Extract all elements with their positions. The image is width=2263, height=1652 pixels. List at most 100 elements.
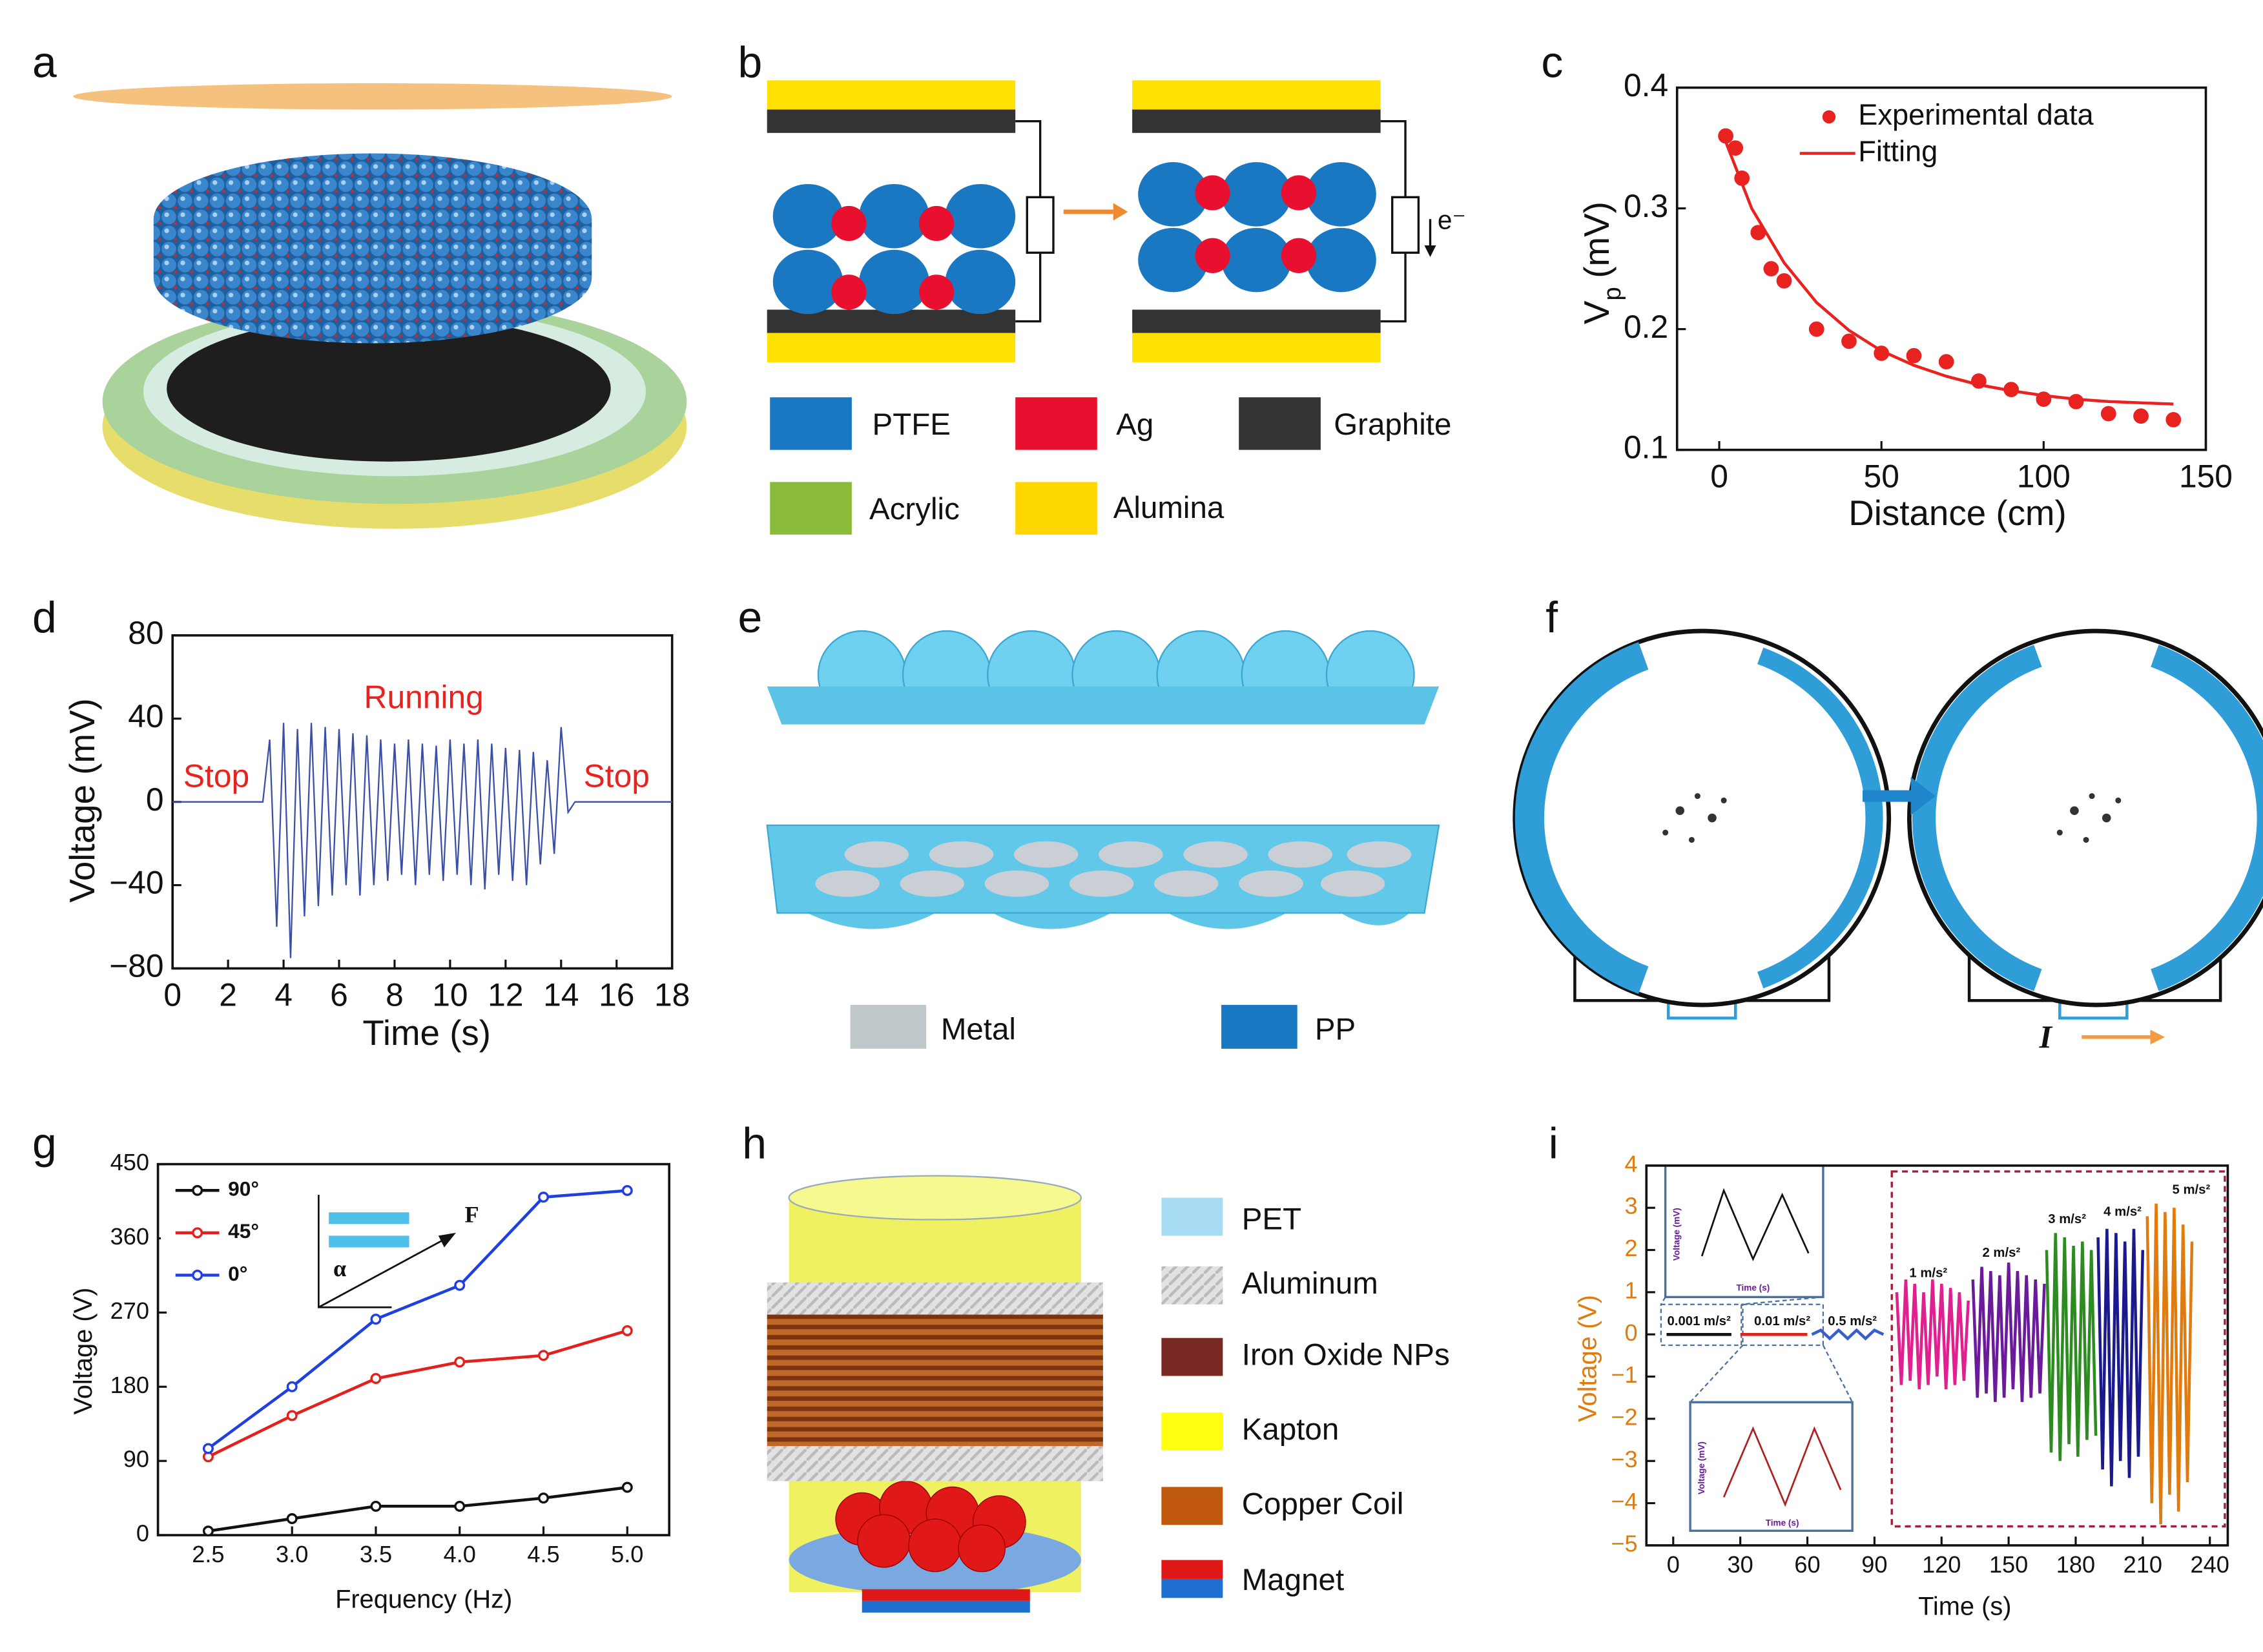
panel-letter: g	[32, 1119, 57, 1168]
data-line	[172, 723, 672, 958]
series-label: 0.001 m/s²	[1667, 1314, 1731, 1328]
data-point	[538, 1350, 549, 1361]
legend-label: Alumina	[1113, 491, 1224, 525]
axes-frame	[1645, 1164, 2229, 1547]
data-point	[454, 1356, 466, 1368]
y-tick-label: −80	[109, 948, 163, 984]
x-tick-label: 14	[543, 976, 579, 1013]
data-line	[1895, 1279, 1970, 1390]
legend-marker	[1822, 110, 1836, 124]
current-label: I	[2039, 1019, 2053, 1055]
y-axis-label-sub: p	[1598, 287, 1626, 300]
legend-label: Copper Coil	[1242, 1487, 1404, 1521]
x-tick-label: 12	[488, 976, 523, 1013]
data-line	[207, 1329, 628, 1458]
y-tick-label: 0	[146, 781, 164, 818]
y-tick-label: 0.4	[1624, 67, 1668, 103]
x-axis-label: Distance (cm)	[1848, 493, 2066, 533]
inset-xlabel: Time (s)	[1766, 1518, 1799, 1528]
y-axis-label: Vp (mV)	[1576, 201, 1626, 324]
inset-xlabel: Time (s)	[1736, 1283, 1770, 1292]
y-tick-label: −40	[109, 865, 163, 901]
data-line	[2045, 1233, 2098, 1461]
legend-label: PP	[1315, 1012, 1356, 1046]
legend-label: 45°	[228, 1219, 259, 1243]
panel-letters: a b c d e f g h i	[32, 39, 1563, 1168]
x-tick-label: 4.0	[444, 1541, 476, 1567]
series-label: 4 m/s²	[2103, 1205, 2142, 1219]
axes-frame	[1675, 86, 2207, 451]
x-tick-label: 4	[274, 976, 293, 1013]
y-tick-label: 40	[128, 698, 163, 734]
y-tick-label: 0.1	[1624, 429, 1668, 466]
device-render	[73, 83, 687, 529]
x-tick-label: 6	[330, 976, 348, 1013]
data-point	[621, 1184, 633, 1196]
legend-label: Fitting	[1858, 134, 1938, 167]
series-label: 2 m/s²	[1982, 1246, 2020, 1260]
y-tick-label: −4	[1611, 1488, 1637, 1514]
legend-label: 90°	[228, 1177, 259, 1201]
x-tick-label: 16	[599, 976, 634, 1013]
angle-label: α	[333, 1255, 346, 1281]
legend-marker	[192, 1227, 203, 1239]
data-point	[370, 1314, 382, 1325]
panel-letter: i	[1549, 1119, 1558, 1168]
legend-label: Kapton	[1242, 1412, 1339, 1447]
operation-diagram: I	[1513, 628, 2263, 1055]
x-tick-label: 0	[163, 976, 181, 1013]
y-tick-label: 80	[128, 615, 163, 651]
generator-render: PET Aluminum Iron Oxide NPs Kapton Coppe…	[767, 1175, 1450, 1613]
panel-letter: c	[1541, 39, 1563, 87]
chart: 0 2 4 6 8 10 12 14 16 18 −80 −40 0 40 80 Time (s) Voltag…	[62, 615, 690, 1053]
data-point	[2068, 393, 2084, 409]
panel-letter: f	[1545, 594, 1558, 642]
y-axis-label: Voltage (V)	[1574, 1295, 1602, 1422]
panel-letter: b	[738, 39, 762, 87]
y-tick-label: 1	[1625, 1277, 1638, 1303]
data-point	[2165, 411, 2182, 428]
chart: 0 50 100 150 0.1 0.2 0.3 0.4 Distance (cm) Vp (mV)…	[1576, 67, 2233, 533]
x-tick-label: 180	[2056, 1551, 2095, 1578]
legend-label: Magnet	[1242, 1563, 1344, 1597]
y-tick-label: 0.3	[1624, 188, 1668, 224]
x-tick-label: 2	[219, 976, 237, 1013]
x-tick-label: 18	[654, 976, 690, 1013]
y-tick-label: 270	[110, 1297, 149, 1324]
data-line	[1811, 1328, 1885, 1341]
data-point	[370, 1500, 382, 1512]
x-tick-label: 240	[2191, 1551, 2229, 1578]
x-tick-label: 0	[1667, 1551, 1680, 1578]
data-point	[621, 1325, 633, 1336]
legend-label: Aluminum	[1242, 1266, 1378, 1301]
data-point	[538, 1192, 549, 1203]
panel-letter: a	[32, 39, 57, 87]
legend-marker	[192, 1184, 203, 1196]
y-tick-label: 180	[110, 1372, 149, 1398]
data-point	[2100, 406, 2116, 422]
y-axis-label-main: V	[1576, 300, 1617, 324]
series-label: 5 m/s²	[2172, 1183, 2210, 1197]
x-tick-label: 0	[1710, 459, 1728, 495]
series-label: 3 m/s²	[2048, 1212, 2086, 1226]
axes-frame	[156, 1162, 670, 1536]
x-tick-label: 2.5	[192, 1541, 224, 1567]
x-tick-label: 120	[1922, 1551, 1961, 1578]
x-tick-label: 3.0	[276, 1541, 308, 1567]
x-tick-label: 90	[1861, 1551, 1887, 1578]
x-tick-label: 210	[2124, 1551, 2162, 1578]
y-tick-label: 4	[1625, 1150, 1638, 1177]
y-tick-label: 90	[123, 1446, 149, 1472]
x-axis-label: Frequency (Hz)	[335, 1585, 512, 1613]
legend-label: PET	[1242, 1202, 1301, 1236]
data-point	[2133, 408, 2149, 424]
legend-marker	[192, 1269, 203, 1281]
chart: 0 30 60 90 120 150 180 210 240 −5 −4 −3 −2 −1 0 1 2 3 4 Tim…	[1574, 1150, 2229, 1620]
x-tick-label: 30	[1728, 1551, 1753, 1578]
inset-ylabel: Voltage (mV)	[1697, 1441, 1706, 1494]
legend-label: Metal	[941, 1012, 1016, 1046]
panel-letter: d	[32, 594, 57, 642]
data-point	[621, 1482, 633, 1493]
legend-label: Acrylic	[869, 492, 960, 526]
